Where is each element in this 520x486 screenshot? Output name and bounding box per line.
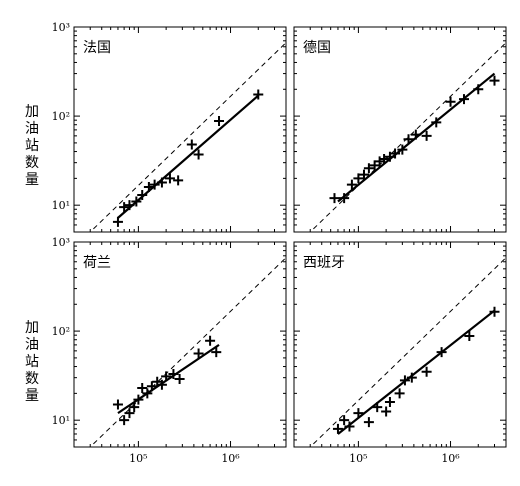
panel-2-data-point	[124, 408, 135, 419]
panel-3-data-point	[363, 417, 374, 428]
panel-3-data-point	[421, 366, 432, 377]
panel-1-data-point	[410, 129, 421, 140]
panel-1-data-point	[379, 153, 390, 164]
panel-0-fit-line	[117, 94, 259, 219]
panel-2-x-tick-label: 10⁶	[221, 452, 240, 465]
panel-2-fit-line	[117, 343, 220, 415]
panel-0-data-point	[119, 202, 130, 213]
panel-0-data-point	[156, 177, 167, 188]
panel-3-data-point	[332, 423, 343, 434]
panel-3-data-point	[406, 372, 417, 383]
panel-0-y-tick-label: 10³	[52, 21, 70, 34]
panel-1-data-point	[339, 193, 350, 204]
panel-0-data-point	[253, 89, 264, 100]
panel-1-data-point	[384, 151, 395, 162]
panel-3-data-point	[353, 408, 364, 419]
panel-0-y-tick-label: 10²	[52, 110, 70, 123]
panel-0-data-point	[149, 179, 160, 190]
panel-0-data-point	[143, 181, 154, 192]
panel-3-data-point	[436, 347, 447, 358]
panel-1-data-point	[329, 193, 340, 204]
panel-1-data-point	[445, 96, 456, 107]
panel-3-data-point	[339, 415, 350, 426]
panel-0-data-point	[164, 173, 175, 184]
panel-1-data-point	[403, 134, 414, 145]
panel-0-frame	[73, 26, 287, 233]
panel-0-data-point	[137, 190, 148, 201]
panel-0-reference-line	[89, 42, 286, 232]
panel-2-reference-line	[89, 257, 286, 447]
panel-3-data-point	[399, 375, 410, 386]
panel-2-data-point	[161, 371, 172, 382]
panel-0-title: 法国	[83, 40, 111, 56]
panel-1-data-point	[489, 75, 500, 86]
panel-1-data-point	[363, 163, 374, 174]
panel-2-data-point	[142, 388, 153, 399]
panel-1-data-point	[358, 169, 369, 180]
panel-1-data-point	[346, 179, 357, 190]
panel-2-y-tick-label: 10²	[52, 325, 70, 338]
panel-1-data-point	[421, 130, 432, 141]
panel-0-data-point	[112, 216, 123, 227]
panel-2-data-point	[205, 335, 216, 346]
panel-2-data-point	[168, 368, 179, 379]
panel-3-x-tick-label: 10⁶	[441, 452, 460, 465]
panel-0-data-point	[124, 200, 135, 211]
panel-2-data-point	[119, 415, 130, 426]
panel-3-fit-line	[337, 309, 496, 435]
panel-0-data-point	[193, 149, 204, 160]
panel-2-data-point	[112, 399, 123, 410]
y-axis-label-bottom: 加油站数量	[25, 320, 39, 404]
panel-2-data-point	[156, 379, 167, 390]
panel-1-data-point	[353, 173, 364, 184]
panel-3-x-tick-label: 10⁵	[349, 452, 367, 465]
panel-1-data-point	[369, 160, 380, 171]
panel-3-data-point	[464, 331, 475, 342]
panel-1-reference-line	[309, 42, 506, 232]
panel-0-data-point	[214, 116, 225, 127]
panel-3-data-point	[372, 402, 383, 413]
panel-2-data-point	[193, 348, 204, 359]
panel-2-data-point	[211, 347, 222, 358]
panel-1-data-point	[431, 117, 442, 128]
panel-1-title: 德国	[303, 40, 331, 56]
panel-1-frame	[293, 26, 507, 233]
panel-0-data-point	[173, 175, 184, 186]
panel-2-title: 荷兰	[83, 255, 111, 271]
panel-2-frame	[73, 241, 287, 448]
panel-0-data-point	[186, 139, 197, 150]
panel-3-data-point	[381, 406, 392, 417]
panel-1-data-point	[397, 144, 408, 155]
panel-3-frame	[293, 241, 507, 448]
panel-2-x-tick-label: 10⁵	[129, 452, 147, 465]
panel-2-data-point	[146, 381, 157, 392]
panel-3-data-point	[489, 306, 500, 317]
panel-3-data-point	[394, 388, 405, 399]
panel-3-data-point	[344, 421, 355, 432]
panel-2-data-point	[137, 382, 148, 393]
panel-2-y-tick-label: 10³	[52, 236, 70, 249]
y-axis-label-top: 加油站数量	[25, 104, 39, 188]
panel-1-data-point	[473, 84, 484, 95]
panel-0-y-tick-label: 10¹	[52, 199, 70, 212]
panel-3-title: 西班牙	[303, 255, 345, 271]
panel-3-reference-line	[309, 257, 506, 447]
panel-0-data-point	[131, 196, 142, 207]
panel-2-data-point	[133, 394, 144, 405]
panel-3-data-point	[384, 396, 395, 407]
panel-1-data-point	[390, 148, 401, 159]
panel-2-y-tick-label: 10¹	[52, 414, 70, 427]
panel-2-data-point	[129, 402, 140, 413]
panel-1-data-point	[458, 94, 469, 105]
panel-2-data-point	[174, 373, 185, 384]
